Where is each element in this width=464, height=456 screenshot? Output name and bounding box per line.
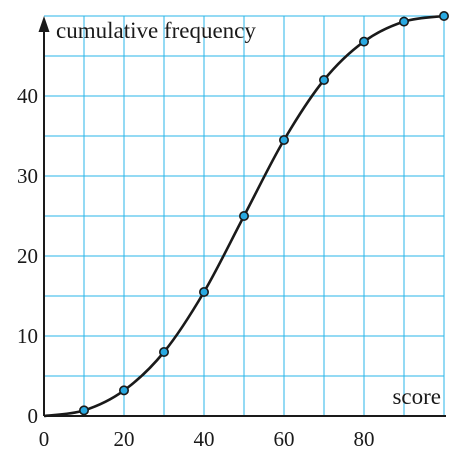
x-axis-title: score: [392, 384, 441, 409]
data-point: [318, 75, 329, 86]
x-tick-label: 0: [39, 427, 50, 451]
x-tick-label: 20: [114, 427, 135, 451]
axes: [38, 16, 446, 417]
data-point: [438, 11, 449, 21]
y-axis-title: cumulative frequency: [56, 18, 256, 43]
x-tick-label: 80: [354, 427, 375, 451]
y-tick-label: 10: [17, 324, 38, 348]
data-point: [119, 385, 130, 396]
y-tick-label: 40: [17, 84, 38, 108]
data-point: [358, 36, 369, 47]
data-point: [199, 286, 210, 297]
x-tick-label: 40: [194, 427, 215, 451]
data-points: [79, 11, 449, 416]
y-tick-label: 20: [17, 244, 38, 268]
grid: [44, 15, 445, 416]
data-point: [159, 346, 170, 357]
data-point: [398, 16, 409, 27]
data-point: [239, 211, 250, 222]
y-tick-label: 0: [28, 404, 39, 428]
x-tick-label: 60: [274, 427, 295, 451]
tick-labels: 0 20 40 60 80 0 10 20 30 40: [17, 84, 375, 451]
data-point: [278, 135, 289, 146]
data-point: [79, 405, 90, 416]
y-axis-arrow-icon: [38, 16, 50, 32]
y-tick-label: 30: [17, 164, 38, 188]
